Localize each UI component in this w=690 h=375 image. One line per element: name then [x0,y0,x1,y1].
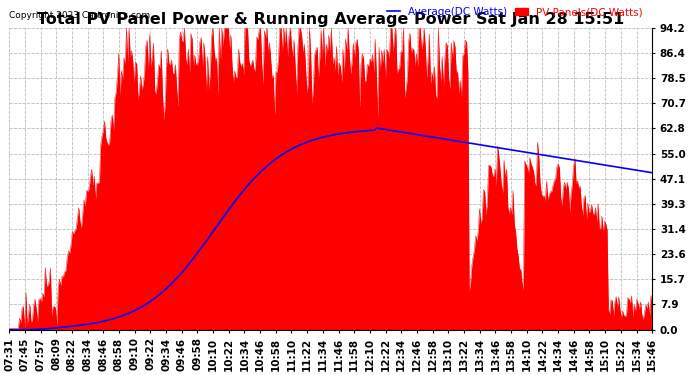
Legend: Average(DC Watts), PV Panels(DC Watts): Average(DC Watts), PV Panels(DC Watts) [383,3,647,21]
Text: Copyright 2023 Cartronics.com: Copyright 2023 Cartronics.com [9,11,150,20]
Title: Total PV Panel Power & Running Average Power Sat Jan 28 15:51: Total PV Panel Power & Running Average P… [37,12,624,27]
